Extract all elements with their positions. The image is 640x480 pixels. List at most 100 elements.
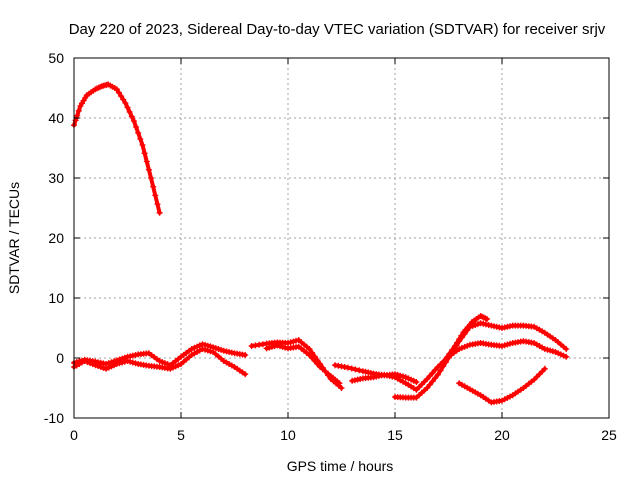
- data-point: [405, 375, 412, 382]
- data-point: [76, 358, 83, 365]
- data-point: [161, 360, 168, 367]
- x-tick-label: 0: [70, 427, 78, 443]
- data-point: [446, 350, 453, 357]
- data-point: [336, 380, 343, 387]
- series-arc-3: [71, 341, 249, 369]
- data-point: [207, 343, 214, 350]
- series-arc-5: [263, 342, 343, 387]
- data-point: [210, 344, 217, 351]
- x-tick-label: 20: [494, 427, 510, 443]
- series-arc-9: [441, 313, 490, 364]
- data-point: [440, 363, 447, 370]
- data-point: [79, 357, 85, 364]
- data-point: [130, 118, 137, 124]
- data-point: [424, 376, 431, 382]
- data-point: [449, 346, 456, 353]
- data-point: [164, 361, 171, 368]
- data-point: [156, 358, 163, 364]
- data-point: [437, 367, 444, 374]
- data-point: [413, 379, 420, 385]
- data-point: [150, 183, 157, 190]
- data-point: [458, 332, 465, 339]
- data-point: [293, 337, 299, 344]
- data-point: [552, 349, 559, 355]
- data-point: [563, 353, 570, 360]
- data-point: [122, 100, 129, 106]
- y-tick-label: 0: [56, 350, 64, 366]
- data-point: [306, 346, 313, 352]
- data-point: [344, 364, 351, 371]
- series-arc-1: [71, 81, 163, 216]
- data-point: [103, 361, 110, 367]
- data-point: [314, 361, 321, 367]
- data-point: [560, 352, 567, 359]
- data-point: [145, 166, 152, 173]
- data-point: [212, 345, 219, 352]
- data-point: [191, 344, 198, 351]
- data-point: [555, 350, 562, 357]
- series-arc-10: [456, 365, 548, 406]
- data-point: [402, 374, 409, 381]
- data-point: [154, 201, 161, 208]
- series-line: [72, 82, 162, 215]
- data-point: [75, 107, 82, 114]
- data-point: [113, 86, 120, 93]
- data-point: [456, 346, 463, 352]
- data-point: [137, 136, 144, 142]
- y-axis-label: SDTVAR / TECUs: [6, 182, 22, 294]
- data-point: [152, 192, 159, 199]
- data-point: [352, 366, 359, 373]
- data-point: [507, 340, 513, 347]
- data-point: [309, 355, 316, 361]
- data-point: [133, 124, 140, 130]
- data-point: [135, 130, 142, 136]
- data-point: [129, 359, 136, 366]
- data-point: [441, 358, 448, 364]
- data-point: [474, 321, 481, 328]
- data-point: [196, 342, 203, 349]
- data-point: [413, 386, 420, 393]
- data-point: [434, 371, 441, 378]
- data-point: [279, 343, 286, 350]
- chart-title: Day 220 of 2023, Sidereal Day-to-day VTE…: [69, 21, 606, 38]
- data-point: [541, 346, 548, 352]
- data-series-layer: [71, 81, 570, 406]
- data-point: [274, 342, 281, 349]
- x-tick-label: 15: [387, 427, 403, 443]
- data-point: [456, 336, 463, 343]
- data-point: [156, 209, 163, 216]
- data-point: [120, 96, 127, 103]
- data-point: [188, 346, 195, 352]
- data-point: [549, 348, 556, 355]
- x-tick-label: 5: [177, 427, 185, 443]
- data-point: [421, 378, 428, 385]
- data-point: [426, 381, 433, 388]
- data-point: [121, 354, 128, 361]
- data-point: [533, 373, 540, 380]
- data-point: [424, 385, 431, 391]
- data-point: [429, 378, 436, 385]
- data-point: [282, 344, 289, 351]
- y-tick-label: 50: [48, 50, 64, 66]
- data-point: [356, 367, 363, 374]
- data-point: [499, 397, 505, 404]
- data-point: [126, 109, 133, 115]
- data-point: [454, 339, 461, 346]
- data-point: [400, 373, 406, 380]
- x-axis-label: GPS time / hours: [287, 458, 394, 474]
- data-point: [175, 362, 182, 369]
- data-point: [124, 104, 131, 111]
- data-point: [118, 93, 125, 100]
- data-point: [348, 365, 355, 372]
- data-point: [113, 357, 120, 364]
- data-point: [143, 158, 150, 165]
- data-point: [443, 354, 450, 361]
- data-point: [541, 365, 548, 372]
- data-point: [202, 341, 209, 348]
- data-point: [501, 342, 508, 349]
- data-point: [271, 343, 278, 350]
- data-point: [128, 113, 135, 120]
- data-point: [268, 343, 275, 350]
- data-point: [426, 373, 433, 379]
